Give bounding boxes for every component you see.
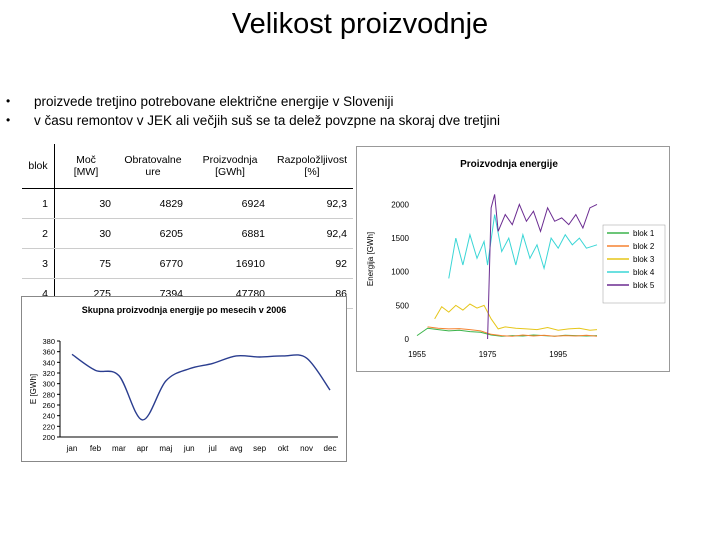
monthly-chart-frame: Skupna proizvodnja energije po mesecih v… [21, 296, 347, 462]
x-tick-label: dec [324, 444, 337, 453]
table-header-row: blok Moč [MW] Obratovalne ure Proizvodnj… [22, 144, 353, 189]
table-cell: 30 [54, 188, 117, 219]
bullet-text: v času remontov v JEK ali večjih suš se … [34, 113, 500, 128]
x-tick-label: maj [159, 444, 172, 453]
monthly-energy-chart: Skupna proizvodnja energije po mesecih v… [29, 305, 338, 453]
y-tick-label: 300 [42, 380, 55, 389]
x-tick-label: avg [230, 444, 243, 453]
y-tick-label: 1000 [391, 268, 409, 277]
y-tick-label: 260 [42, 401, 55, 410]
y-tick-label: 380 [42, 337, 55, 346]
table-cell: 1 [22, 188, 55, 219]
bullet-item: • v času remontov v JEK ali večjih suš s… [6, 111, 500, 130]
legend-label: blok 3 [633, 255, 655, 264]
chart-title: Proizvodnja energije [460, 159, 558, 170]
table-row: 3 75 6770 16910 92 [22, 248, 353, 279]
legend-label: blok 4 [633, 268, 655, 277]
table-cell: 92,3 [271, 188, 353, 219]
table-cell: 3 [22, 248, 55, 279]
bullet-icon: • [6, 94, 11, 108]
x-tick-label: 1995 [549, 350, 567, 359]
table-cell: 6205 [117, 218, 189, 249]
y-tick-label: 320 [42, 369, 55, 378]
table-header-cell: Proizvodnja [GWh] [189, 144, 271, 189]
x-tick-label: nov [300, 444, 313, 453]
table-cell: 6770 [117, 248, 189, 279]
legend-label: blok 2 [633, 242, 655, 251]
production-energy-chart: Proizvodnja energije Energija [GWh] 2000 15… [366, 159, 666, 359]
table-cell: 4829 [117, 188, 189, 219]
x-tick-label: feb [90, 444, 102, 453]
x-tick-label: mar [112, 444, 126, 453]
legend-label: blok 1 [633, 229, 655, 238]
bullet-list: • proizvede tretjino potrebovane elektri… [6, 92, 500, 130]
y-axis-label: E [GWh] [29, 374, 38, 404]
y-tick-label: 1500 [391, 234, 409, 243]
y-axis-label: Energija [GWh] [366, 232, 375, 286]
table-cell: 16910 [189, 248, 271, 279]
y-tick-label: 500 [396, 301, 410, 310]
table-header-cell: Moč [MW] [54, 144, 117, 189]
series-line-blok-2 [427, 326, 598, 337]
x-tick-label: 1955 [408, 350, 426, 359]
table-cell: 6881 [189, 218, 271, 249]
y-tick-label: 340 [42, 358, 55, 367]
table-cell: 6924 [189, 188, 271, 219]
table-cell: 92,4 [271, 218, 353, 249]
x-tick-label: sep [253, 444, 266, 453]
legend-box [602, 224, 666, 304]
table-row: 2 30 6205 6881 92,4 [22, 218, 353, 249]
page-title: Velikost proizvodnje [231, 8, 489, 40]
bullet-icon: • [6, 113, 11, 127]
y-tick-label: 200 [42, 433, 55, 442]
table-header-cell: Razpoložljivost [%] [271, 144, 353, 189]
series-line-blok-4 [448, 214, 598, 279]
x-tick-label: okt [278, 444, 289, 453]
x-tick-label: apr [137, 444, 149, 453]
table-cell: 30 [54, 218, 117, 249]
bullet-text: proizvede tretjino potrebovane električn… [34, 94, 394, 109]
production-chart-frame: Proizvodnja energije Energija [GWh] 2000 15… [356, 146, 670, 372]
y-tick-label: 240 [42, 412, 55, 421]
table-header-cell: blok [22, 144, 55, 189]
y-tick-label: 360 [42, 348, 55, 357]
table-cell: 2 [22, 218, 55, 249]
y-tick-label: 2000 [391, 200, 409, 209]
table-row: 1 30 4829 6924 92,3 [22, 188, 353, 219]
series-line-blok-5 [487, 194, 598, 340]
x-tick-label: jun [183, 444, 195, 453]
table-cell: 75 [54, 248, 117, 279]
bullet-item: • proizvede tretjino potrebovane elektri… [6, 92, 500, 111]
x-tick-label: 1975 [479, 350, 497, 359]
y-tick-label: 220 [42, 422, 55, 431]
x-tick-label: jan [66, 444, 78, 453]
series-line-blok-1 [416, 327, 598, 337]
x-tick-label: jul [208, 444, 217, 453]
y-tick-label: 0 [405, 335, 410, 344]
series-line [71, 353, 331, 421]
y-tick-label: 280 [42, 390, 55, 399]
table-header-cell: Obratovalne ure [117, 144, 189, 189]
series-line-blok-3 [434, 303, 598, 331]
chart-title: Skupna proizvodnja energije po mesecih v… [82, 305, 287, 315]
table-cell: 92 [271, 248, 353, 279]
legend-label: blok 5 [633, 281, 655, 290]
